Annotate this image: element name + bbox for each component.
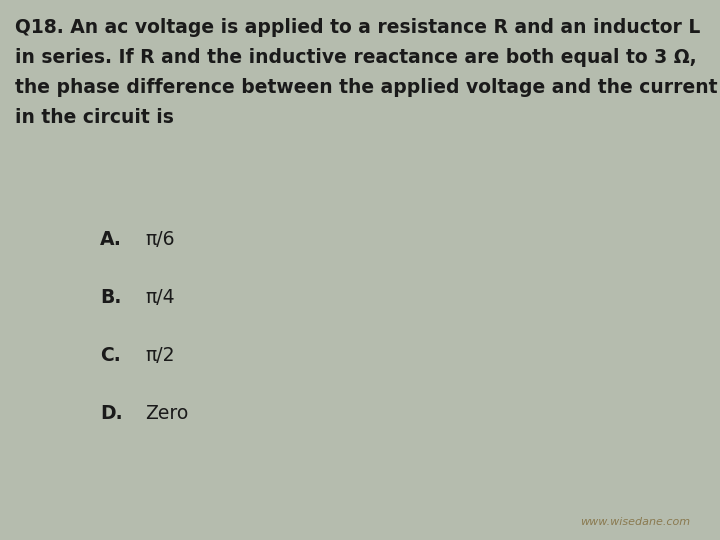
- Text: B.: B.: [100, 288, 122, 307]
- Text: D.: D.: [100, 404, 122, 423]
- Text: www.wisedane.com: www.wisedane.com: [580, 517, 690, 527]
- Text: Zero: Zero: [145, 404, 188, 423]
- Text: C.: C.: [100, 346, 121, 365]
- Text: the phase difference between the applied voltage and the current: the phase difference between the applied…: [15, 78, 718, 97]
- Text: π/4: π/4: [145, 288, 175, 307]
- Text: A.: A.: [100, 230, 122, 249]
- Text: in series. If R and the inductive reactance are both equal to 3 Ω,: in series. If R and the inductive reacta…: [15, 48, 697, 67]
- Text: π/2: π/2: [145, 346, 174, 365]
- Text: π/6: π/6: [145, 230, 174, 249]
- Text: Q18. An ac voltage is applied to a resistance R and an inductor L: Q18. An ac voltage is applied to a resis…: [15, 18, 701, 37]
- Text: in the circuit is: in the circuit is: [15, 108, 174, 127]
